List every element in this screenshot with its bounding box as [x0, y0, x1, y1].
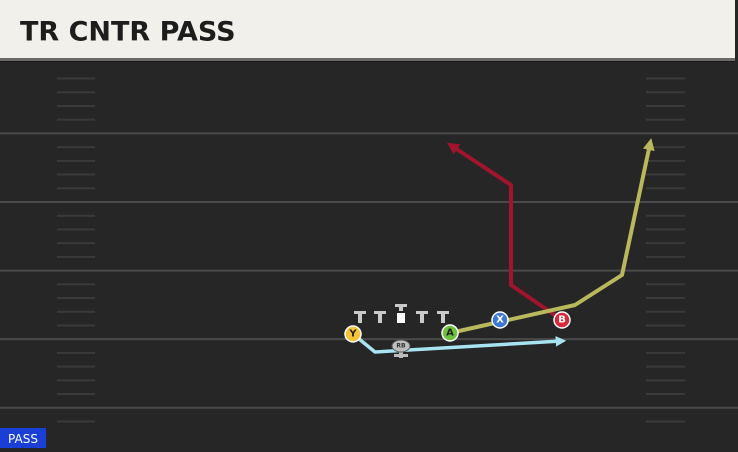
header-shadow: [0, 58, 735, 62]
player-label: RB: [396, 343, 406, 350]
route-b: [446, 142, 564, 322]
play-type: PASS: [8, 432, 38, 446]
center-ball: [397, 313, 405, 323]
field-lines: [0, 77, 738, 423]
play-type-tag: [0, 428, 46, 448]
rb-stem: [399, 350, 403, 358]
player-label: Y: [348, 329, 357, 340]
player-label: X: [496, 315, 504, 326]
route-y: [351, 332, 567, 354]
player-rb[interactable]: [391, 339, 411, 353]
player-y[interactable]: [344, 325, 362, 343]
lineman: [374, 311, 386, 323]
player-label: B: [558, 315, 566, 326]
lineman: [354, 311, 366, 323]
player-b[interactable]: [553, 311, 571, 329]
player-label: A: [446, 328, 454, 339]
route-a: [449, 138, 655, 335]
lineman: [437, 311, 449, 323]
lineman: [416, 311, 428, 323]
play-title: TR CNTR PASS: [20, 17, 236, 48]
center: [395, 304, 407, 311]
header-bar: [0, 0, 735, 61]
player-x[interactable]: [491, 311, 509, 329]
player-a[interactable]: [441, 324, 459, 342]
offensive-line: [354, 304, 449, 323]
